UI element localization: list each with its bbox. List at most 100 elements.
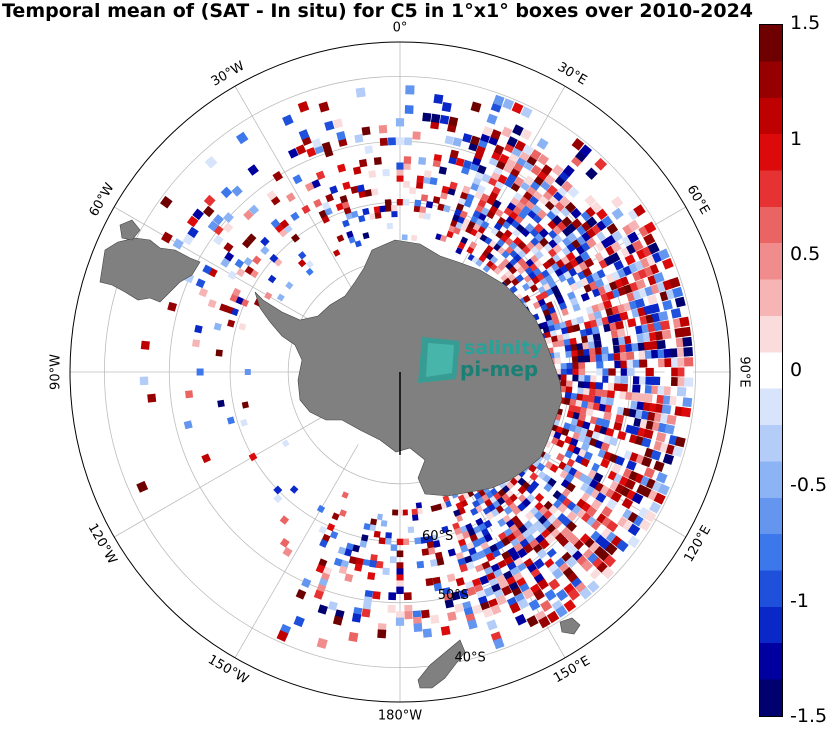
data-cell — [589, 354, 598, 363]
data-cell — [182, 234, 194, 246]
data-cell — [388, 592, 397, 601]
data-cell — [472, 499, 481, 508]
data-cell — [618, 336, 627, 346]
data-cell — [567, 588, 581, 601]
data-cell — [207, 299, 217, 309]
data-cell — [396, 611, 404, 620]
data-cell — [546, 610, 560, 624]
data-cell — [320, 162, 331, 172]
data-cell — [560, 427, 570, 437]
data-cell — [565, 251, 576, 262]
data-cell — [563, 338, 572, 347]
data-cell — [267, 274, 277, 284]
data-cell — [551, 567, 564, 580]
peninsula-tip-landmass — [119, 219, 141, 241]
data-cell — [336, 131, 346, 141]
data-cell — [455, 202, 465, 212]
data-cell — [446, 230, 454, 239]
data-cell — [348, 236, 356, 244]
data-cell — [459, 544, 469, 553]
data-cell — [626, 359, 635, 368]
data-cell — [414, 537, 422, 545]
data-cell — [301, 204, 311, 214]
data-cell — [306, 147, 317, 158]
data-cell — [571, 461, 582, 471]
data-cell — [566, 305, 576, 315]
data-cell — [582, 387, 591, 396]
data-cell — [413, 205, 421, 213]
data-cell — [192, 208, 204, 221]
data-cell — [186, 215, 199, 228]
data-cell — [608, 436, 619, 447]
data-cell — [236, 267, 246, 278]
data-cell — [364, 590, 374, 599]
colorbar — [759, 24, 783, 717]
data-cell — [626, 460, 637, 471]
data-cell — [563, 397, 572, 406]
data-cell — [569, 297, 579, 306]
data-cell — [565, 380, 573, 388]
data-cell — [581, 335, 589, 344]
data-cell — [273, 485, 283, 495]
data-cell — [397, 509, 403, 516]
data-cell — [586, 216, 598, 228]
data-cell — [596, 208, 608, 221]
data-cell — [560, 380, 567, 387]
data-cell — [489, 530, 499, 540]
data-cell — [462, 159, 473, 170]
data-cell — [682, 336, 693, 347]
data-cell — [457, 494, 466, 503]
data-cell — [684, 367, 694, 377]
data-cell — [385, 532, 392, 539]
data-cell — [450, 516, 459, 525]
data-cell — [638, 350, 647, 360]
data-cell — [423, 524, 431, 532]
longitude-label: 60°W — [87, 181, 118, 220]
data-cell — [560, 363, 568, 370]
data-cell — [626, 351, 635, 360]
data-cell — [431, 534, 440, 542]
data-cell — [681, 326, 692, 337]
data-cell — [432, 540, 441, 548]
latitude-label: 40°S — [455, 651, 486, 666]
data-cell — [589, 381, 597, 390]
data-cell — [204, 155, 218, 169]
data-cell — [619, 391, 628, 400]
data-cell — [333, 151, 343, 161]
peninsula-landmass — [99, 237, 201, 303]
data-cell — [444, 135, 454, 145]
data-cell — [369, 212, 377, 220]
data-cell — [351, 544, 361, 553]
meridian-line — [234, 444, 359, 658]
data-cell — [341, 200, 350, 209]
data-cell — [483, 586, 495, 597]
data-cell — [222, 222, 234, 234]
data-cell — [566, 368, 574, 376]
data-cell — [567, 291, 576, 301]
data-cell — [317, 604, 328, 615]
data-cell — [455, 533, 465, 542]
data-cell — [585, 408, 594, 417]
data-cell — [601, 505, 613, 518]
data-cell — [421, 548, 430, 556]
meridian-line — [114, 413, 328, 538]
meridian-line — [234, 86, 359, 300]
data-cell — [672, 286, 684, 298]
data-cell — [554, 357, 562, 365]
data-cell — [564, 201, 577, 213]
data-cell — [481, 153, 492, 164]
data-cell — [315, 170, 326, 181]
data-cell — [560, 374, 568, 381]
data-cell — [337, 597, 348, 607]
data-cell — [311, 179, 321, 189]
data-cell — [448, 237, 457, 246]
data-cell — [454, 603, 464, 613]
data-cell — [608, 368, 616, 376]
data-cell — [529, 284, 539, 293]
data-cell — [380, 520, 388, 527]
data-cell — [520, 106, 533, 119]
data-cell — [590, 375, 598, 383]
data-cell — [580, 457, 590, 468]
data-cell — [422, 628, 433, 638]
data-cell — [555, 588, 569, 602]
